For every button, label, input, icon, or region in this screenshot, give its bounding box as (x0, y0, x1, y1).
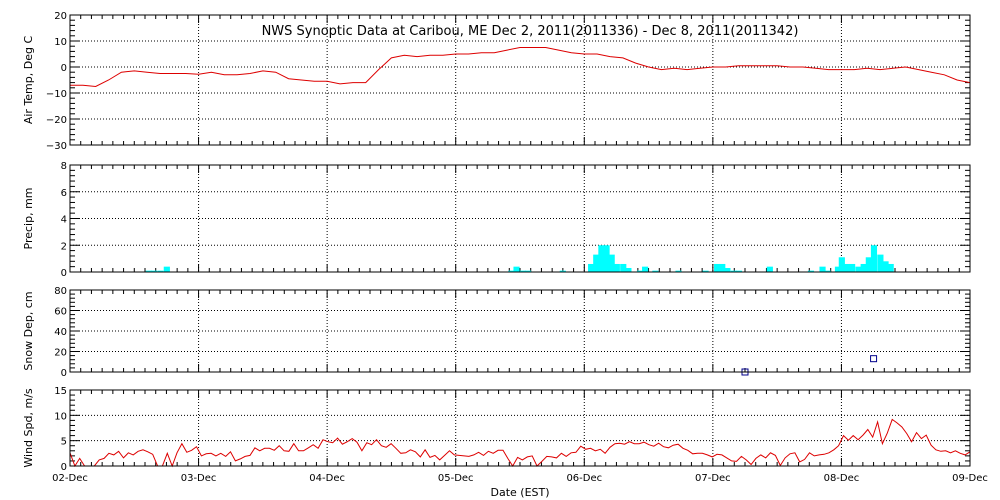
precip-bar (625, 267, 632, 272)
precip-bar (887, 263, 894, 272)
precip-bar (636, 270, 644, 272)
precip-bar (735, 270, 743, 272)
precip-bar (642, 266, 649, 272)
y-tick-label: 2 (61, 241, 67, 252)
y-tick-label: −30 (46, 141, 67, 152)
y-tick-label: 40 (54, 327, 67, 338)
x-tick-label: 02-Dec (52, 473, 88, 484)
precip-bar (163, 266, 170, 272)
y-tick-label: 6 (61, 188, 67, 199)
x-axis-label: Date (EST) (490, 486, 549, 499)
precip-bar (652, 270, 659, 272)
precip-bar (525, 270, 532, 272)
precip-bar (882, 261, 889, 272)
y-tick-label: 80 (54, 286, 67, 297)
precip-bar (702, 270, 709, 272)
precip-bar (714, 263, 721, 272)
precip-bar (508, 270, 515, 272)
precip-bar (719, 263, 726, 272)
precip-bar (865, 257, 872, 272)
panels: −30 −20 −10 0 10 20 Air Temp, Deg C 0 2 4 6 8 Precip… (22, 11, 988, 484)
y-tick-label: −10 (46, 89, 67, 100)
panel-2: 0 20 40 60 80 Snow Dep, cm (22, 286, 971, 379)
y-axis-label: Wind Spd, m/s (22, 388, 35, 468)
precip-bar (559, 270, 566, 272)
y-axis-label: Precip, mm (22, 188, 35, 250)
precip-bar (613, 263, 620, 272)
chart-title: NWS Synoptic Data at Caribou, ME Dec 2, … (262, 24, 799, 39)
precip-bar (675, 270, 682, 272)
precip-bar (824, 270, 831, 272)
precip-bar (593, 254, 600, 272)
precip-bar (843, 263, 851, 272)
snow-point (870, 355, 878, 363)
precip-bar (608, 254, 615, 272)
precip-bar (588, 263, 595, 272)
precip-bar (724, 267, 731, 272)
precip-bar (860, 263, 867, 272)
precip-bar (855, 266, 862, 272)
x-tick-label: 07-Dec (695, 473, 731, 484)
y-tick-label: 0 (61, 268, 67, 279)
x-tick-label: 08-Dec (824, 473, 860, 484)
y-tick-label: 10 (54, 37, 67, 48)
precip-bar (730, 270, 737, 272)
panel-frame (69, 164, 971, 273)
precip-bar (598, 245, 605, 272)
series-line (69, 418, 971, 468)
precip-bar (766, 266, 773, 272)
precip-bar (877, 254, 884, 272)
y-tick-label: 20 (54, 11, 67, 22)
precip-bar (150, 270, 158, 272)
precip-bar (849, 263, 856, 272)
panel-frame (69, 14, 971, 146)
precip-bar (620, 263, 627, 272)
precip-bar (834, 266, 842, 272)
precip-bar (157, 270, 164, 272)
precip-bar (603, 245, 610, 272)
y-tick-label: 8 (61, 161, 67, 172)
y-tick-label: 10 (54, 411, 67, 422)
y-axis-label: Snow Dep, cm (22, 291, 35, 370)
y-tick-label: 15 (54, 386, 67, 397)
x-tick-label: 05-Dec (438, 473, 474, 484)
y-tick-label: 60 (54, 307, 67, 318)
panel-1: 0 2 4 6 8 Precip, mm (22, 161, 971, 279)
precip-bar (513, 266, 520, 272)
x-tick-label: 06-Dec (566, 473, 602, 484)
y-axis-label: Air Temp, Deg C (22, 36, 35, 125)
x-tick-label: 03-Dec (181, 473, 217, 484)
precip-bar (870, 245, 878, 272)
y-tick-label: 0 (61, 63, 67, 74)
x-tick-label: 04-Dec (309, 473, 345, 484)
precip-bar (145, 270, 152, 272)
precip-bar (807, 270, 815, 272)
y-tick-label: −20 (46, 115, 67, 126)
panel-frame (69, 289, 971, 373)
y-tick-label: 20 (54, 348, 67, 359)
y-tick-label: 4 (61, 215, 67, 226)
panel-0: −30 −20 −10 0 10 20 Air Temp, Deg C (22, 11, 971, 152)
x-tick-label: 09-Dec (952, 473, 988, 484)
panel-3: 0 5 10 15 Wind Spd, m/s (22, 386, 971, 473)
precip-bar (819, 266, 826, 272)
precip-bar (519, 270, 527, 272)
y-tick-label: 5 (61, 437, 67, 448)
series-line (70, 47, 971, 88)
y-tick-label: 0 (61, 462, 67, 473)
y-tick-label: 0 (61, 368, 67, 379)
precip-bar (838, 257, 845, 272)
panel-frame (69, 389, 971, 467)
